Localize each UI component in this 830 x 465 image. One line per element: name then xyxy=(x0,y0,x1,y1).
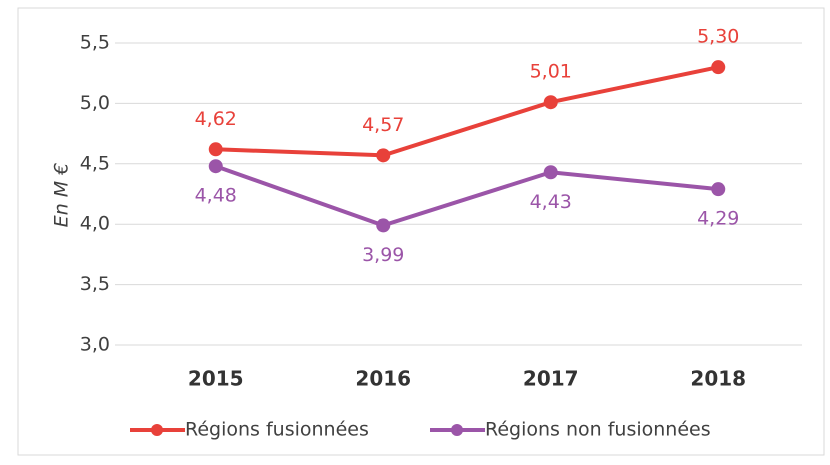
data-point xyxy=(711,182,726,197)
data-point xyxy=(543,165,558,180)
y-tick-label: 4,0 xyxy=(80,213,110,235)
x-tick-label: 2016 xyxy=(355,367,411,391)
data-label: 4,29 xyxy=(697,208,739,230)
data-label: 3,99 xyxy=(362,244,404,266)
data-label: 5,01 xyxy=(530,61,572,83)
data-point xyxy=(208,159,223,174)
y-tick-label: 5,0 xyxy=(80,92,110,114)
series-line xyxy=(215,65,719,158)
legend-label: Régions fusionnées xyxy=(185,419,369,441)
data-point xyxy=(208,142,223,157)
x-tick-label: 2017 xyxy=(523,367,579,391)
y-tick-label: 3,5 xyxy=(80,273,110,295)
x-tick-label: 2015 xyxy=(188,367,244,391)
y-tick-label: 3,0 xyxy=(80,334,110,356)
legend-marker xyxy=(451,424,463,436)
chart-border xyxy=(17,7,825,456)
data-point xyxy=(711,60,726,75)
data-label: 4,62 xyxy=(195,108,237,130)
legend-marker xyxy=(151,424,163,436)
data-label: 4,48 xyxy=(195,185,237,207)
data-label: 4,43 xyxy=(530,191,572,213)
y-axis-label: En M € xyxy=(51,163,73,228)
data-point xyxy=(376,218,391,233)
legend-label: Régions non fusionnées xyxy=(485,419,711,441)
data-label: 4,57 xyxy=(362,114,404,136)
y-tick-label: 5,5 xyxy=(80,32,110,54)
x-tick-label: 2018 xyxy=(690,367,746,391)
data-label: 5,30 xyxy=(697,26,739,48)
y-tick-label: 4,5 xyxy=(80,152,110,174)
series-line xyxy=(215,164,719,228)
data-point xyxy=(376,148,391,163)
data-point xyxy=(543,95,558,110)
